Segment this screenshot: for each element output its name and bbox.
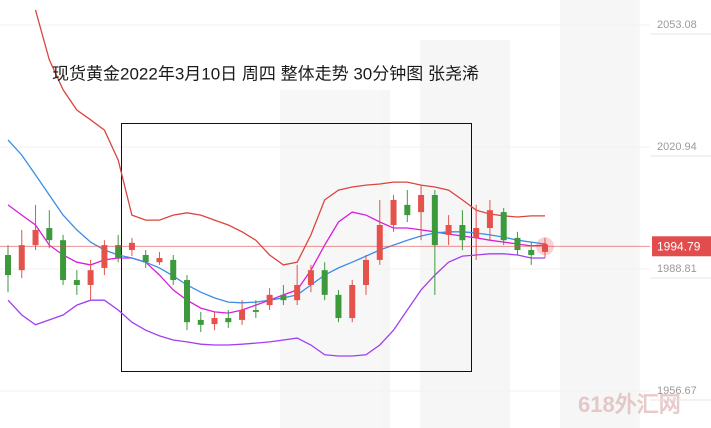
- y-tick-label: 2020.94: [657, 141, 697, 153]
- candle-body: [32, 229, 39, 246]
- background-pattern: [280, 0, 640, 428]
- candle-body: [211, 318, 218, 325]
- y-tick-label: 2053.08: [657, 19, 697, 31]
- candle-body: [294, 284, 301, 301]
- candle-body: [528, 250, 535, 255]
- candle-body: [5, 254, 11, 276]
- candle-body: [390, 199, 397, 225]
- candle-body: [87, 270, 94, 285]
- candle-body: [431, 194, 438, 246]
- candle-body: [514, 237, 521, 251]
- candle-body: [46, 228, 53, 241]
- watermark: 618外汇网: [578, 392, 681, 417]
- candle-body: [363, 259, 369, 285]
- candle-body: [197, 319, 204, 325]
- indicator-line: [34, 9, 545, 266]
- candle-body: [60, 240, 67, 281]
- y-tick-label: 1956.67: [657, 385, 697, 397]
- candle-body: [225, 318, 232, 323]
- candle-body: [418, 194, 425, 213]
- candle-body: [486, 210, 493, 229]
- indicator-line: [7, 253, 545, 357]
- candle-body: [459, 224, 466, 241]
- candle-body: [170, 259, 177, 281]
- candle-body: [500, 212, 507, 241]
- candle-body: [335, 294, 342, 319]
- price-label: 1994.79: [657, 239, 701, 253]
- candle-body: [307, 270, 314, 285]
- chart-title: 现货黄金2022年3月10日 周四 整体走势 30分钟图 张尧浠: [52, 64, 479, 83]
- candle-body: [445, 224, 452, 235]
- candle-body: [376, 224, 383, 260]
- candle-body: [473, 228, 480, 238]
- candle-body: [349, 284, 356, 319]
- y-tick-label: 1988.81: [657, 263, 697, 275]
- candle-body: [101, 245, 108, 268]
- candle-body: [115, 245, 122, 259]
- candle-body: [156, 258, 163, 263]
- candle-body: [280, 294, 287, 301]
- indicator-line: [7, 204, 546, 314]
- candle-body: [321, 270, 328, 295]
- annotation-box: [121, 123, 472, 372]
- candle-body: [266, 294, 273, 306]
- candle-body: [239, 310, 246, 320]
- candle-body: [142, 254, 149, 263]
- y-axis: 2053.08 2020.94 1988.81 1956.67 1994.79: [0, 19, 711, 401]
- candle-body: [252, 310, 259, 312]
- candle-body: [73, 280, 80, 285]
- candle-body: [404, 204, 411, 216]
- price-dot: [542, 243, 548, 250]
- candle-body: [184, 280, 190, 323]
- price-label-box: [652, 236, 711, 257]
- candle-body: [18, 245, 25, 271]
